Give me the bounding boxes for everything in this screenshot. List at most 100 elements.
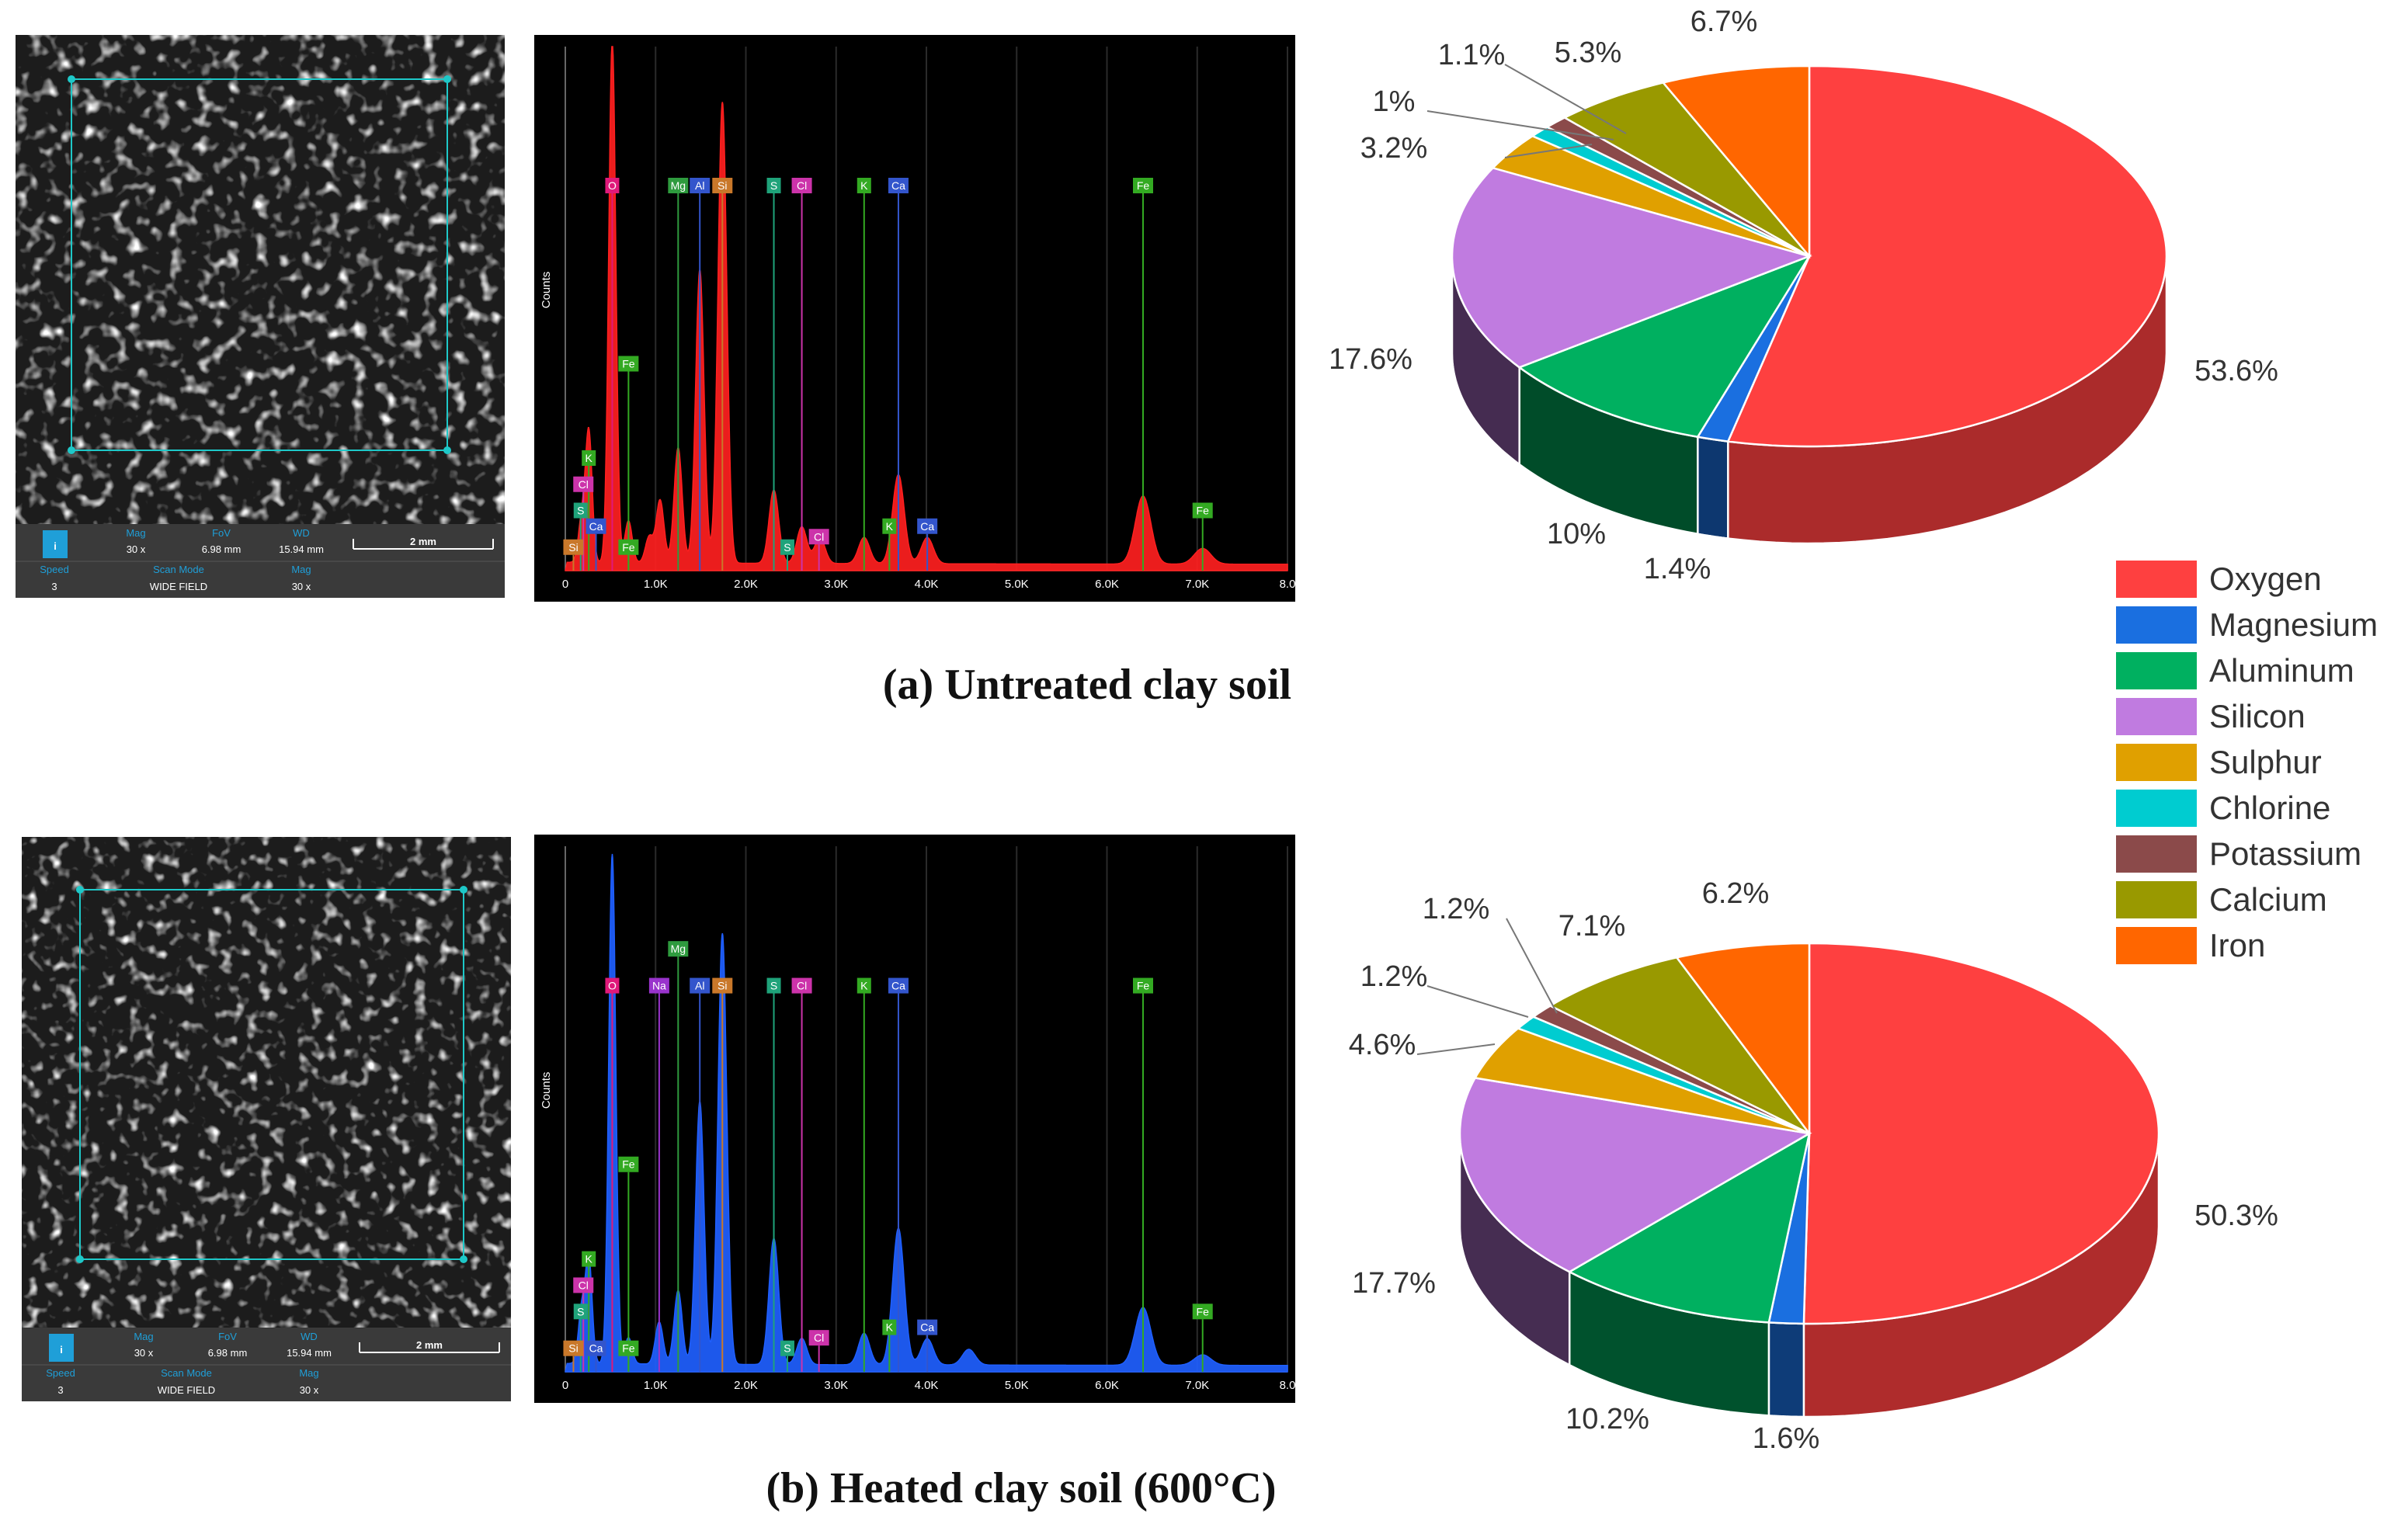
sem-label-mag2: Mag [291,564,311,575]
eds-element-tag [582,450,596,466]
eds-element-label: K [585,1253,593,1265]
caption-b: (b) Heated clay soil (600°C) [766,1464,1277,1512]
eds-element-label: Ca [589,520,603,533]
pie-label-magnesium: 1.6% [1753,1422,1820,1455]
eds-element-label: S [784,1342,791,1355]
eds-element-tag [618,1156,639,1172]
pie-label-silicon: 17.6% [1329,343,1412,376]
eds-element-label: O [608,980,617,992]
pie-side-magnesium [1767,1321,1805,1418]
eds-element-tag [573,502,588,519]
eds-spectrum: Counts 0 1.0K 2.0K 3.0K 4.0K 5.0K 6.0K 7.0K 8.0 O N… [534,835,1295,1403]
eds-element-label: S [784,541,791,554]
eds-element-label: Si [718,179,727,192]
sem-texture [16,35,505,524]
svg-text:i: i [54,540,57,552]
eds-tick-label: 7.0K [1185,578,1209,591]
legend-label-potassium: Potassium [2209,835,2361,872]
eds-tick-label: 0 [562,578,568,591]
eds-element-tag [791,178,812,193]
legend-swatch-magnesium [2116,606,2197,644]
legend-label-magnesium: Magnesium [2209,606,2378,643]
sem-label-fov: FoV [218,1331,237,1342]
eds-element-tag [585,1340,606,1356]
eds-element-label: Fe [1197,1305,1210,1317]
legend-swatch-potassium [2116,835,2197,873]
eds-y-label: Counts [540,1072,553,1109]
sem-value-fov: 6.98 mm [202,543,241,555]
pie-label-iron: 6.7% [1690,5,1758,38]
eds-element-label: Cl [797,980,807,992]
legend-label-chlorine: Chlorine [2209,790,2330,826]
eds-element-label: Na [652,980,666,992]
pie-leader-line [1426,110,1614,141]
legend-label-iron: Iron [2209,927,2265,963]
eds-tick-label: 4.0K [915,1379,939,1392]
eds-tick-label: 1.0K [644,578,668,591]
eds-element-label: K [860,980,868,992]
eds-element-tag [917,1319,938,1335]
sem-value-scanmode: WIDE FIELD [150,581,207,592]
pie-label-sulphur: 3.2% [1360,132,1428,165]
eds-element-label: Fe [1137,179,1150,192]
legend-label-calcium: Calcium [2209,881,2327,918]
eds-element-label: Fe [622,358,635,370]
eds-element-tag [605,178,620,193]
eds-tick-label: 6.0K [1095,578,1119,591]
eds-element-tag [808,1330,829,1346]
legend-label-aluminum: Aluminum [2209,652,2354,689]
pie-slice-oxygen [1802,942,2160,1325]
eds-element-tag [1133,178,1153,193]
pie-label-potassium: 1.2% [1423,893,1490,925]
sem-value-mag2: 30 x [292,581,311,592]
scale-bar-label: 2 mm [416,1339,443,1351]
eds-spectrum: Counts 0 1.0K 2.0K 3.0K 4.0K 5.0K 6.0K 7.0K 8.0 O M… [534,35,1295,602]
eds-element-tag [888,178,909,193]
eds-element-tag [618,356,639,372]
eds-element-label: Mg [671,179,686,192]
selection-handle [68,75,75,83]
selection-handle [443,75,451,83]
eds-element-label: K [860,179,868,192]
pie-label-potassium: 1.1% [1438,39,1506,71]
eds-element-tag [573,1304,588,1320]
scale-bar-label: 2 mm [410,536,436,547]
legend-swatch-chlorine [2116,790,2197,827]
sem-label-mag: Mag [126,527,145,539]
sem-label-scanmode: Scan Mode [153,564,204,575]
eds-element-tag [712,977,733,994]
selection-handle [460,1255,467,1263]
sem-label-fov: FoV [212,527,231,539]
selection-handle [68,446,75,454]
pie-leader-line [1504,64,1627,134]
eds-element-tag [618,1340,639,1356]
legend: Oxygen Magnesium Aluminum Silicon Sulphur Chl… [2116,561,2378,964]
eds-tick-label: 6.0K [1095,1379,1119,1392]
legend-swatch-oxygen [2116,561,2197,598]
eds-element-tag [888,977,909,994]
selection-handle [443,446,451,454]
eds-element-tag [857,178,871,193]
eds-tick-label: 8.0 [1280,578,1296,591]
eds-tick-label: 0 [562,1379,568,1392]
eds-tick-label: 1.0K [644,1379,668,1392]
sem-label-speed: Speed [46,1367,75,1379]
eds-element-tag [766,178,781,193]
eds-element-tag [1192,502,1213,519]
eds-element-tag [882,518,897,534]
pie-slice-oxygen [1726,64,2168,448]
eds-tick-label: 3.0K [824,1379,848,1392]
sem-image: i Mag FoV WD 30 x 6.98 mm 15.94 mm 2 mm … [22,837,511,1401]
pie-label-aluminum: 10.2% [1565,1403,1649,1435]
pie-chart: 53.6% 1.4% 10% 17.6% 3.2% 1% 1.1% 5.3% 6.7% [1329,5,2278,585]
panel-heated: i Mag FoV WD 30 x 6.98 mm 15.94 mm 2 mm … [22,835,2278,1512]
sem-selection-box [71,78,448,451]
eds-element-label: Al [695,980,704,992]
eds-element-tag [648,977,669,994]
pie-label-magnesium: 1.4% [1644,553,1711,585]
eds-tick-label: 7.0K [1185,1379,1209,1392]
eds-element-label: S [577,1305,584,1317]
eds-element-label: Ca [920,520,934,533]
pie-slice-calcium [1548,956,1810,1135]
